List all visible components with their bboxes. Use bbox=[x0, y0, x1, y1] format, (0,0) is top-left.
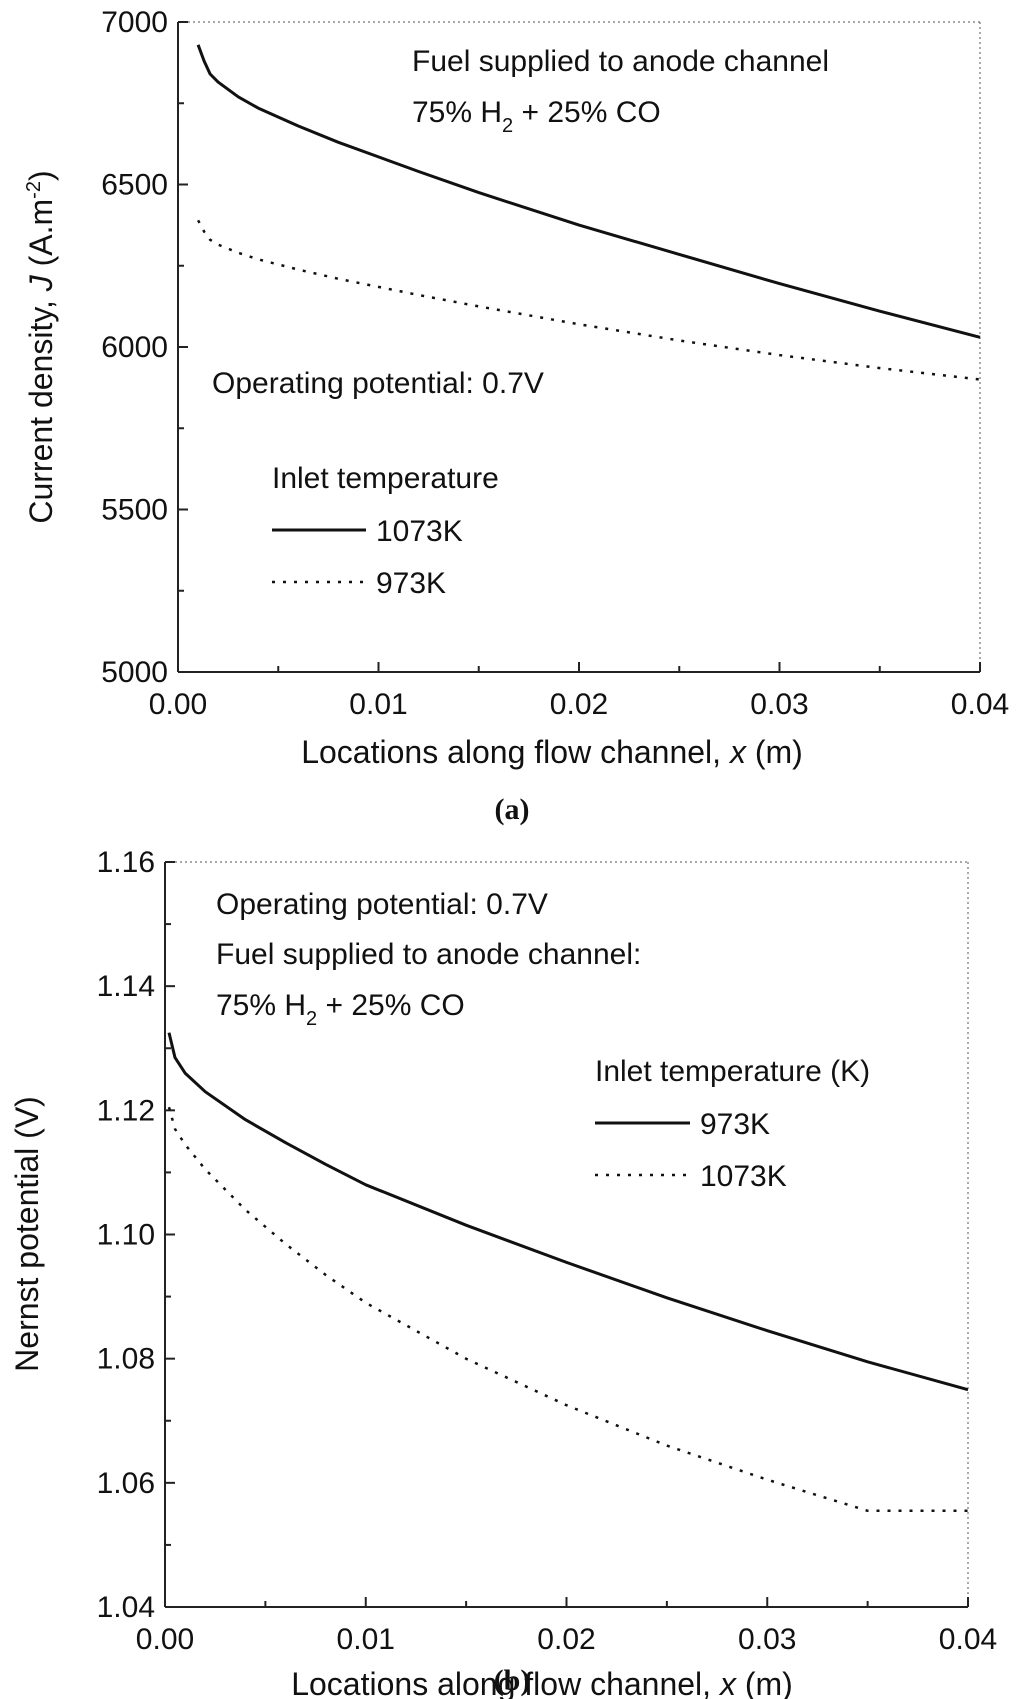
panel-b-x-tick-label: 0.00 bbox=[136, 1623, 194, 1656]
panel-b-x-tick-label: 0.04 bbox=[939, 1623, 997, 1656]
panel-b-series-1073k-dotted-line bbox=[167, 1106, 968, 1513]
panel-a-y-tick-label: 5000 bbox=[101, 656, 168, 689]
panel-b-series bbox=[167, 1032, 969, 1513]
panel-a-x-tick-label: 0.00 bbox=[149, 688, 207, 721]
panel-b: 0.00 0.01 0.02 0.03 0.04 1.04 1.06 1.08 1.10 1.12… bbox=[9, 846, 997, 1699]
panel-b-y-tick-label: 1.12 bbox=[97, 1094, 155, 1127]
panel-a-series-973k-dotted-line bbox=[196, 219, 981, 381]
panel-b-y-tick-label: 1.06 bbox=[97, 1467, 155, 1500]
panel-b-y-axis-title: Nernst potential (V) bbox=[9, 1096, 45, 1372]
panel-a-ticks: 0.00 0.01 0.02 0.03 0.04 5000 5500 6000 6500 7000 bbox=[101, 6, 1009, 721]
panel-b-ticks: 0.00 0.01 0.02 0.03 0.04 1.04 1.06 1.08 1.10 1.12… bbox=[97, 846, 998, 1656]
panel-a-series bbox=[196, 44, 981, 381]
panel-a-series-1073k-solid-line bbox=[196, 44, 981, 339]
panel-a-y-tick-label: 7000 bbox=[101, 6, 168, 39]
panel-a-legend-label-1073k: 1073K bbox=[376, 515, 463, 548]
panel-a-y-axis-title: Current density, J (A.m-2) bbox=[23, 170, 59, 523]
panel-b-x-tick-label: 0.02 bbox=[537, 1623, 595, 1656]
panel-b-fuel-annotation-line2: 75% H2 + 25% CO bbox=[216, 989, 465, 1030]
panel-a-x-axis-title: Locations along flow channel, x (m) bbox=[301, 734, 803, 770]
panel-b-legend-title: Inlet temperature (K) bbox=[595, 1055, 870, 1088]
panel-b-legend-label-973k: 973K bbox=[700, 1108, 770, 1141]
panel-b-legend-label-1073k: 1073K bbox=[700, 1160, 787, 1193]
panel-a-fuel-annotation-line1: Fuel supplied to anode channel bbox=[412, 45, 829, 78]
panel-a-fuel-annotation-line2: 75% H2 + 25% CO bbox=[412, 96, 661, 137]
panel-b-y-tick-label: 1.14 bbox=[97, 970, 155, 1003]
panel-a: 0.00 0.01 0.02 0.03 0.04 5000 5500 6000 6500 7000… bbox=[23, 6, 1009, 826]
panel-b-x-tick-label: 0.01 bbox=[337, 1623, 395, 1656]
panel-a-x-tick-label: 0.01 bbox=[349, 688, 407, 721]
panel-a-operating-potential: Operating potential: 0.7V bbox=[212, 367, 544, 400]
panel-b-x-axis-title: Locations along flow channel, x (m) bbox=[291, 1666, 793, 1699]
panel-a-y-tick-label: 5500 bbox=[101, 494, 168, 527]
panel-a-legend-label-973k: 973K bbox=[376, 567, 446, 600]
panel-a-x-tick-label: 0.03 bbox=[750, 688, 808, 721]
panel-b-x-tick-label: 0.03 bbox=[738, 1623, 796, 1656]
panel-a-label: (a) bbox=[495, 793, 530, 826]
panel-b-label: (b) bbox=[494, 1664, 531, 1697]
panel-b-fuel-annotation-line1: Fuel supplied to anode channel: bbox=[216, 938, 641, 971]
panel-b-y-tick-label: 1.10 bbox=[97, 1219, 155, 1252]
panel-b-y-tick-label: 1.16 bbox=[97, 846, 155, 879]
panel-b-series-973k-solid-line bbox=[167, 1032, 969, 1392]
panel-b-y-tick-label: 1.04 bbox=[97, 1591, 155, 1624]
panel-a-x-tick-label: 0.04 bbox=[951, 688, 1009, 721]
panel-a-y-tick-label: 6500 bbox=[101, 169, 168, 202]
panel-a-legend-title: Inlet temperature bbox=[272, 462, 499, 495]
panel-b-y-tick-label: 1.08 bbox=[97, 1343, 155, 1376]
panel-b-operating-potential: Operating potential: 0.7V bbox=[216, 888, 548, 921]
panel-a-x-tick-label: 0.02 bbox=[550, 688, 608, 721]
panel-a-y-tick-label: 6000 bbox=[101, 331, 168, 364]
